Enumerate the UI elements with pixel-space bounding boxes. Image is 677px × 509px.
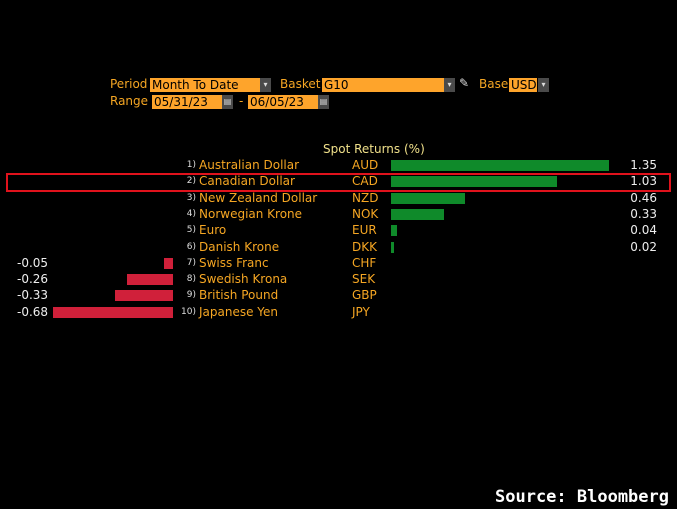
bar (164, 257, 173, 269)
base-label: Base (479, 77, 509, 91)
value-label: 1.35 (630, 158, 657, 172)
period-dropdown-icon[interactable]: ▾ (260, 78, 271, 92)
bar (391, 160, 610, 171)
value-label: -0.68 (17, 304, 49, 319)
value-label: 0.04 (630, 223, 657, 238)
currency-name: Danish Krone (199, 239, 280, 254)
rank-label: 8) (186, 274, 196, 285)
currency-name: Norwegian Krone (199, 206, 303, 221)
currency-name: Canadian Dollar (199, 174, 295, 189)
value-label: 0.46 (630, 190, 657, 205)
rank-label: 10) (181, 306, 196, 317)
range-end-input[interactable]: 06/05/23 (248, 95, 318, 109)
value-label: -0.33 (17, 288, 49, 303)
bar (391, 225, 398, 237)
currency-name: Swiss Franc (199, 255, 269, 270)
period-label: Period (110, 77, 148, 91)
rank-label: 2) (186, 176, 196, 187)
value-label: 0.33 (630, 206, 657, 221)
rank-label: 9) (186, 290, 196, 301)
currency-name: Euro (199, 223, 227, 238)
chart-title: Spot Returns (%) (323, 142, 425, 156)
currency-code: EUR (352, 223, 377, 238)
bar (391, 192, 466, 204)
base-select[interactable]: USD (509, 78, 537, 92)
currency-name: Swedish Krona (199, 272, 288, 287)
range-start-input[interactable]: 05/31/23 (152, 95, 222, 109)
edit-pencil-icon[interactable]: ✎ (459, 76, 470, 90)
basket-select[interactable]: G10 (322, 78, 444, 92)
rank-label: 5) (186, 225, 196, 236)
currency-code: AUD (352, 158, 379, 172)
rank-label: 7) (186, 257, 196, 268)
period-select[interactable]: Month To Date (150, 78, 260, 92)
value-label: -0.05 (17, 255, 49, 270)
currency-code: GBP (352, 288, 377, 303)
rank-label: 6) (186, 241, 196, 252)
value-label: 0.02 (630, 239, 657, 254)
basket-label: Basket (280, 77, 321, 91)
rank-label: 1) (186, 160, 196, 170)
currency-code: NZD (352, 190, 379, 205)
range-separator: - (239, 94, 244, 108)
source-label: Source: Bloomberg (495, 487, 669, 507)
currency-name: Japanese Yen (199, 304, 279, 319)
bar (391, 208, 445, 220)
range-label: Range (110, 94, 149, 108)
currency-code: JPY (352, 304, 370, 319)
currency-code: DKK (352, 239, 377, 254)
currency-name: Australian Dollar (199, 158, 300, 172)
rank-label: 3) (186, 192, 196, 203)
bar (114, 290, 173, 302)
bar (391, 241, 395, 253)
rank-label: 4) (186, 208, 196, 219)
basket-dropdown-icon[interactable]: ▾ (444, 78, 455, 92)
base-dropdown-icon[interactable]: ▾ (538, 78, 549, 92)
currency-code: CAD (352, 174, 378, 189)
currency-name: British Pound (199, 288, 279, 303)
value-label: -0.26 (17, 272, 49, 287)
highlight-box (6, 173, 671, 192)
calendar-icon[interactable]: ▤ (318, 95, 329, 109)
currency-code: NOK (352, 206, 379, 221)
currency-code: SEK (352, 272, 376, 287)
currency-name: New Zealand Dollar (199, 190, 318, 205)
currency-code: CHF (352, 255, 377, 270)
bar (53, 306, 173, 318)
calendar-icon[interactable]: ▤ (222, 95, 233, 109)
bar (127, 274, 173, 286)
value-label: 1.03 (630, 174, 657, 189)
bar (391, 176, 558, 188)
